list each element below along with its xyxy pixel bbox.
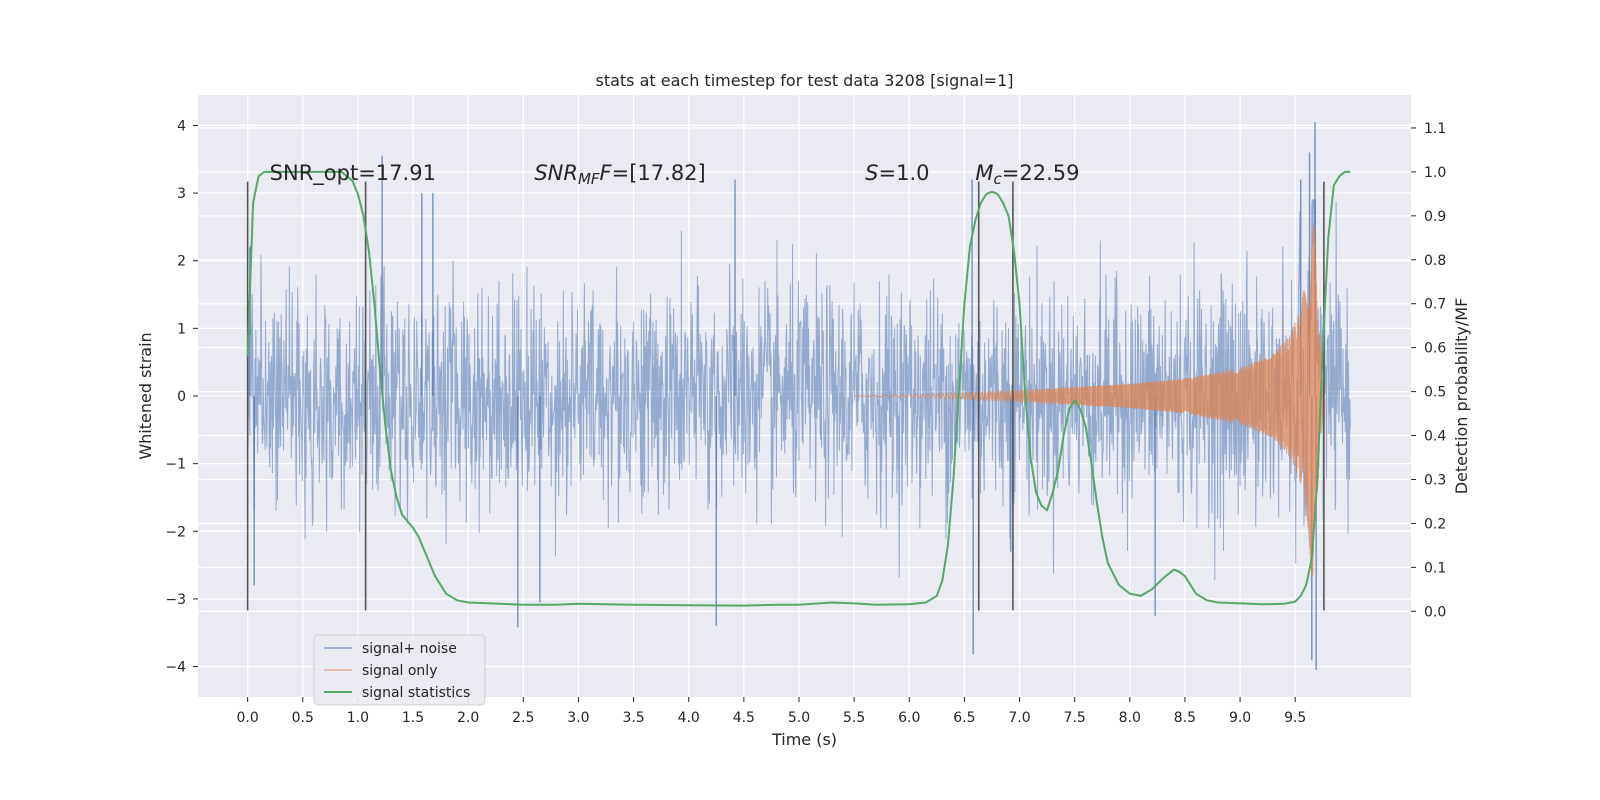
y2-tick-label: 0.4 [1424,429,1446,445]
x-tick-label: 5.5 [843,710,865,726]
annotation-snr-opt: SNR_opt=17.91 [270,161,436,186]
y2-tick-label: 0.2 [1424,516,1446,532]
y-tick-label: −1 [165,457,186,473]
x-tick-label: 6.0 [898,710,920,726]
y-tick-label: 0 [177,389,186,405]
annotations: SNR_opt=17.91 SNRMFF=[17.82] S=1.0 Mc=22… [270,161,1080,188]
series-signal-statistics [246,170,1351,607]
y2-tick-label: 0.8 [1424,253,1446,269]
x-tick-label: 4.5 [733,710,755,726]
y2-tick-label: 0.7 [1424,297,1446,313]
ticks: 0.0 0.5 1.0 1.5 2.0 2.5 3.0 3.5 4.0 4.5 5.0 5.5 6.0 6… [165,118,1446,726]
annotation-mc-main: M [975,161,993,185]
x-tick-label: 8.0 [1119,710,1141,726]
y-axis-label: Whitened strain [136,332,155,459]
x-tick-label: 9.5 [1284,710,1306,726]
y-tick-label: −4 [165,660,186,676]
vertical-markers [246,181,1325,611]
annotation-snr-mf: SNRMFF=[17.82] [534,161,705,188]
y2-tick-label: 0.9 [1424,209,1446,225]
y2-tick-label: 1.0 [1424,165,1446,181]
legend-label: signal only [362,663,437,679]
y2-tick-label: 1.1 [1424,121,1446,137]
y-tick-label: 1 [177,321,186,337]
annotation-mc: Mc=22.59 [975,161,1079,188]
legend: signal+ noise signal only signal statistic… [313,634,486,706]
annotation-snr-mf-sub: MF [578,170,600,188]
x-tick-label: 6.5 [953,710,975,726]
x-tick-label: 3.5 [622,710,644,726]
y2-tick-label: 0.3 [1424,472,1446,488]
legend-box [313,634,486,706]
y2-tick-label: 0.1 [1424,560,1446,576]
signal-trace [854,224,1325,577]
annotation-s: S=1.0 [865,161,929,185]
annotation-snr-mf-value: =[17.82] [612,161,706,185]
series-signal-only [854,224,1325,577]
y-tick-label: 2 [177,254,186,270]
x-axis-label: Time (s) [771,730,837,749]
y2-tick-label: 0.5 [1424,385,1446,401]
legend-label: signal statistics [362,685,470,701]
x-tick-label: 1.0 [347,710,369,726]
annotation-mc-sub: c [994,170,1003,188]
x-tick-label: 4.0 [678,710,700,726]
x-tick-label: 0.0 [236,710,258,726]
y2-tick-label: 0.0 [1424,604,1446,620]
y-tick-label: −2 [165,524,186,540]
x-tick-label: 7.0 [1008,710,1030,726]
annotation-s-main: S [865,161,878,185]
x-tick-label: 5.0 [788,710,810,726]
x-tick-label: 0.5 [292,710,314,726]
y-tick-label: −3 [165,592,186,608]
x-tick-label: 3.0 [567,710,589,726]
annotation-s-value: =1.0 [878,161,929,185]
annotation-snr-mf-main: SNR [534,161,578,185]
annotation-snr-mf-f: F [600,161,613,185]
x-tick-label: 2.0 [457,710,479,726]
x-tick-label: 9.0 [1229,710,1251,726]
y2-axis-label: Detection probability/MF [1452,298,1471,495]
x-tick-label: 1.5 [402,710,424,726]
annotation-mc-value: =22.59 [1002,161,1080,185]
y-tick-label: 3 [177,186,186,202]
y2-tick-label: 0.6 [1424,341,1446,357]
x-tick-label: 7.5 [1064,710,1086,726]
statistics-line [246,170,1351,607]
legend-label: signal+ noise [362,641,457,657]
x-tick-label: 2.5 [512,710,534,726]
y-tick-label: 4 [177,118,186,134]
chart-title: stats at each timestep for test data 320… [595,71,1013,90]
x-tick-label: 8.5 [1174,710,1196,726]
